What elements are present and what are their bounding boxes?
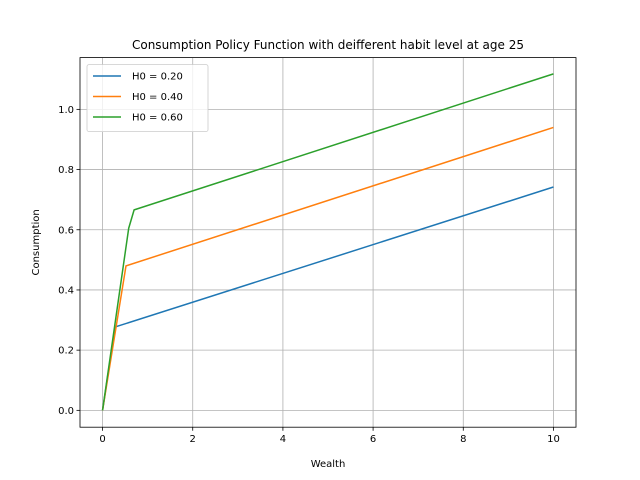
y-axis-ticks: 0.0 0.2 0.4 0.6 0.8 1.0 xyxy=(58,105,80,417)
x-tick-label: 4 xyxy=(280,434,286,445)
x-tick-label: 0 xyxy=(99,434,105,445)
series-line-2 xyxy=(101,126,554,411)
plot-frame xyxy=(79,57,577,428)
x-axis-label: Wealth xyxy=(311,459,346,470)
x-axis-ticks: 0 2 4 6 8 10 xyxy=(99,427,560,445)
y-tick-label: 0.6 xyxy=(58,225,74,236)
series-line-1 xyxy=(101,186,554,411)
x-tick-label: 6 xyxy=(370,434,376,445)
y-axis-label: Consumption xyxy=(31,209,42,275)
legend-box xyxy=(86,64,209,132)
legend-label-1: H0 = 0.20 xyxy=(132,72,183,83)
series-line-3 xyxy=(101,73,554,411)
y-tick-label: 0.2 xyxy=(58,346,74,357)
x-tick-label: 8 xyxy=(460,434,466,445)
series-lines xyxy=(101,73,554,411)
x-tick-label: 2 xyxy=(190,434,196,445)
x-tick-label: 10 xyxy=(547,434,560,445)
y-tick-label: 0.0 xyxy=(58,406,74,417)
y-tick-label: 1.0 xyxy=(58,105,74,116)
y-tick-label: 0.8 xyxy=(58,165,74,176)
legend: H0 = 0.20 H0 = 0.40 H0 = 0.60 xyxy=(86,64,209,132)
legend-label-3: H0 = 0.60 xyxy=(132,113,183,124)
chart-title: Consumption Policy Function with deiffer… xyxy=(132,38,524,52)
legend-label-2: H0 = 0.40 xyxy=(132,92,183,103)
y-tick-label: 0.4 xyxy=(58,286,74,297)
